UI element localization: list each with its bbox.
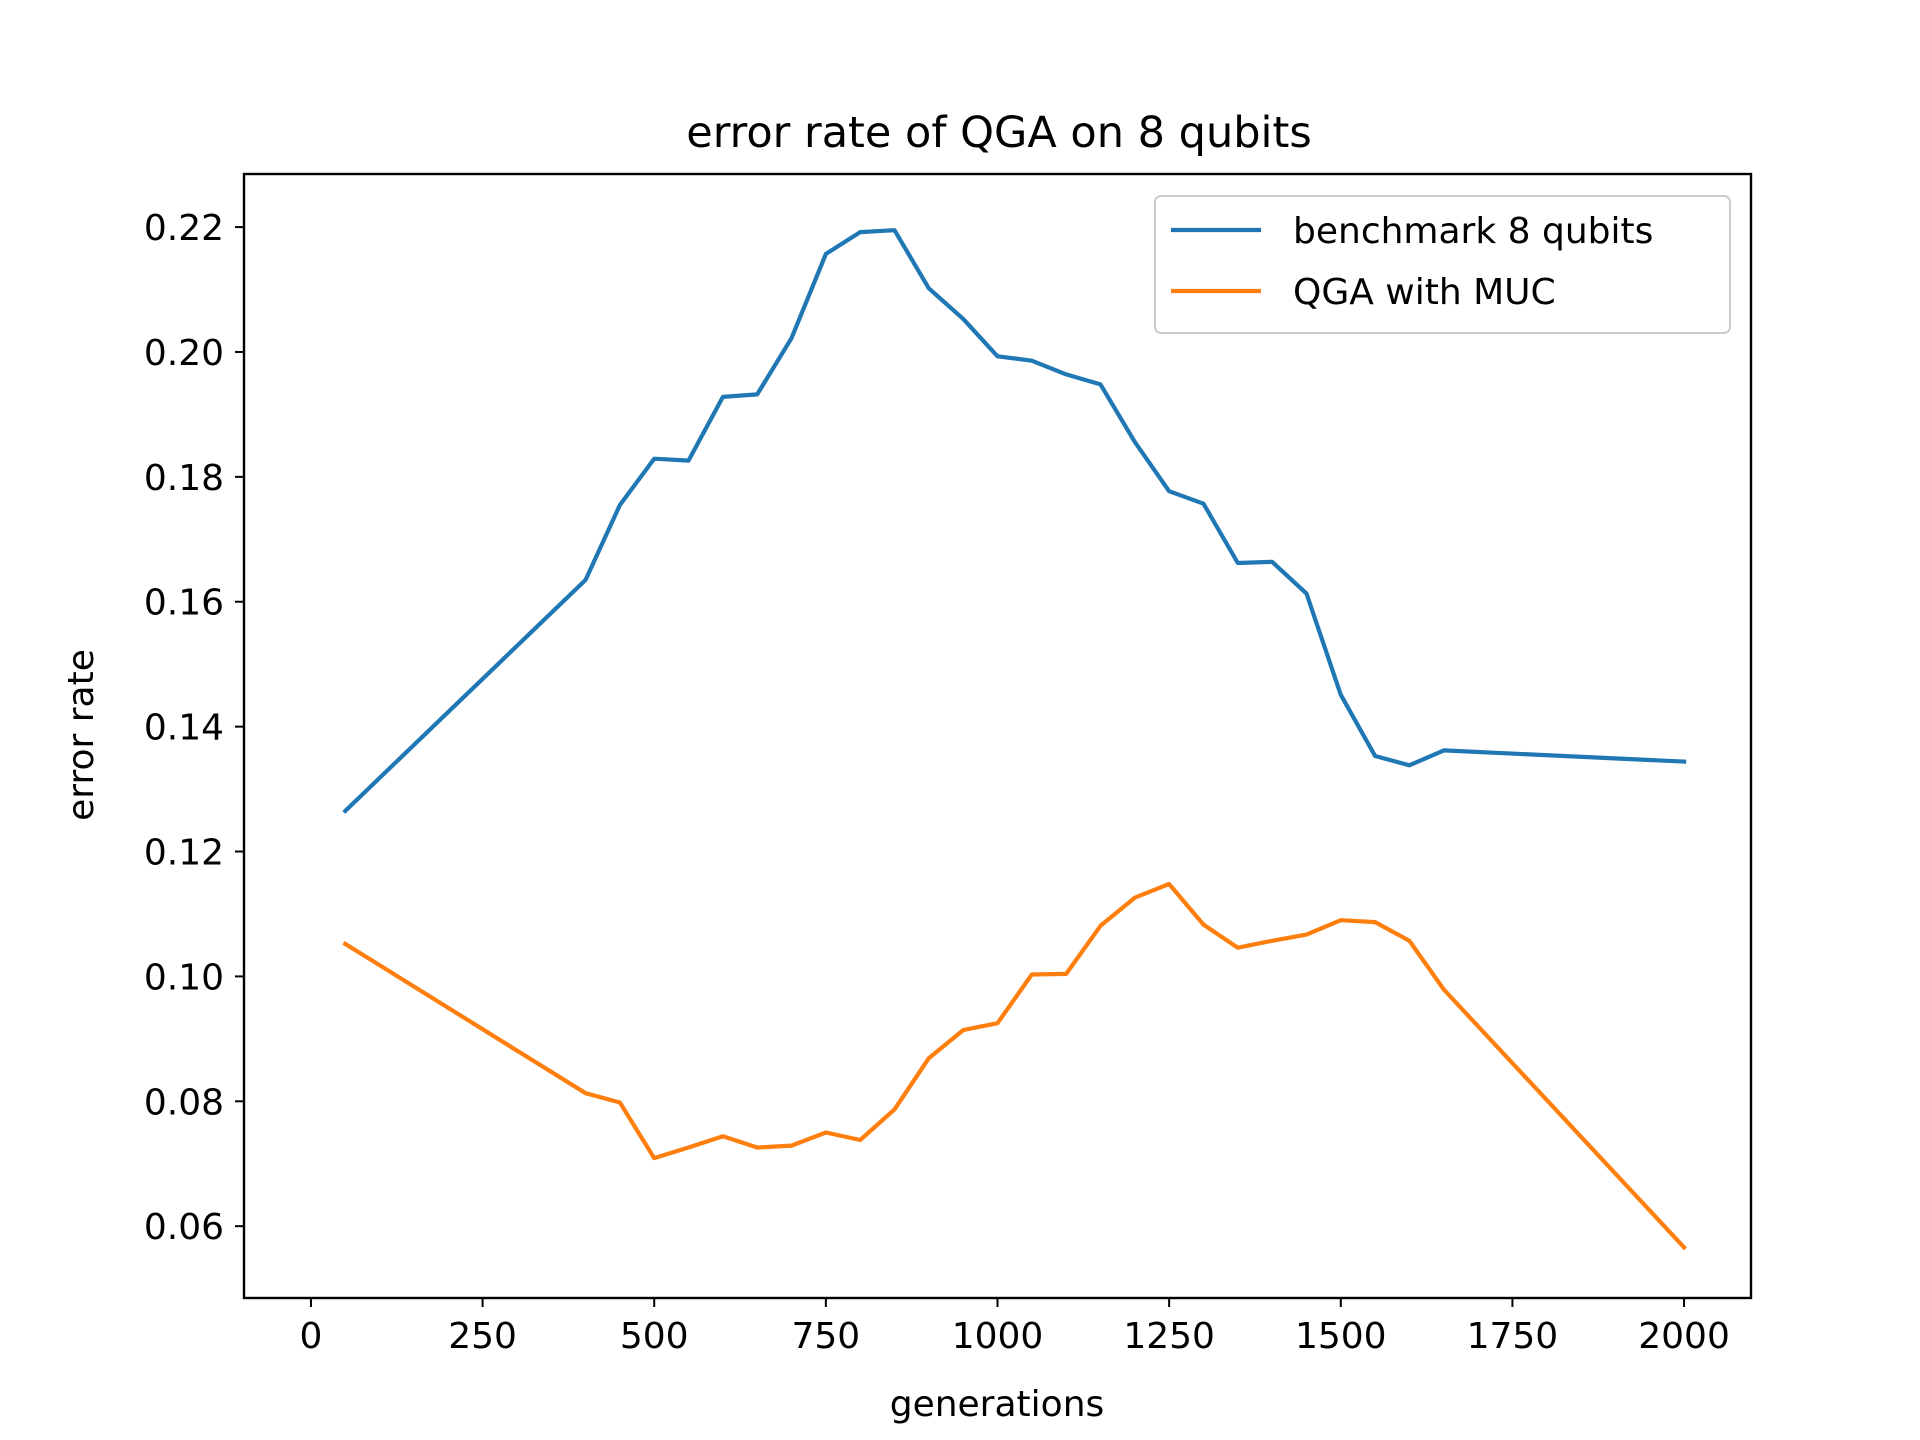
x-tick-label: 2000 (1638, 1316, 1730, 1357)
y-tick-label: 0.16 (144, 583, 224, 624)
y-tick-label: 0.10 (144, 957, 224, 998)
x-tick-label: 1500 (1295, 1316, 1387, 1357)
y-tick-label: 0.22 (144, 208, 224, 249)
chart-title: error rate of QGA on 8 qubits (686, 108, 1311, 158)
legend-label-1: benchmark 8 qubits (1293, 211, 1653, 252)
x-axis: 0 250 500 750 1000 1250 1500 1750 2000 (299, 1298, 1730, 1357)
y-tick-label: 0.12 (144, 833, 224, 874)
legend-label-2: QGA with MUC (1293, 272, 1556, 313)
y-tick-label: 0.08 (144, 1082, 224, 1123)
legend-box (1154, 195, 1731, 334)
x-tick-label: 250 (448, 1316, 517, 1357)
x-tick-label: 1750 (1467, 1316, 1559, 1357)
series-line-1 (342, 228, 1687, 814)
x-axis-label: generations (890, 1384, 1105, 1425)
y-tick-label: 0.06 (144, 1207, 224, 1248)
x-tick-label: 0 (299, 1316, 322, 1357)
y-tick-label: 0.14 (144, 708, 224, 749)
y-tick-label: 0.20 (144, 333, 224, 374)
x-tick-label: 1000 (952, 1316, 1044, 1357)
x-tick-label: 500 (620, 1316, 689, 1357)
x-tick-label: 750 (792, 1316, 861, 1357)
y-axis-label: error rate (61, 649, 102, 821)
series-line-2 (342, 881, 1688, 1251)
y-tick-label: 0.18 (144, 458, 224, 499)
x-tick-label: 1250 (1123, 1316, 1215, 1357)
y-axis: 0.06 0.08 0.10 0.12 0.14 0.16 0.18 0.20 0.22 (144, 208, 244, 1248)
legend: benchmark 8 qubits QGA with MUC (1154, 195, 1731, 334)
series-layer (342, 228, 1688, 1251)
